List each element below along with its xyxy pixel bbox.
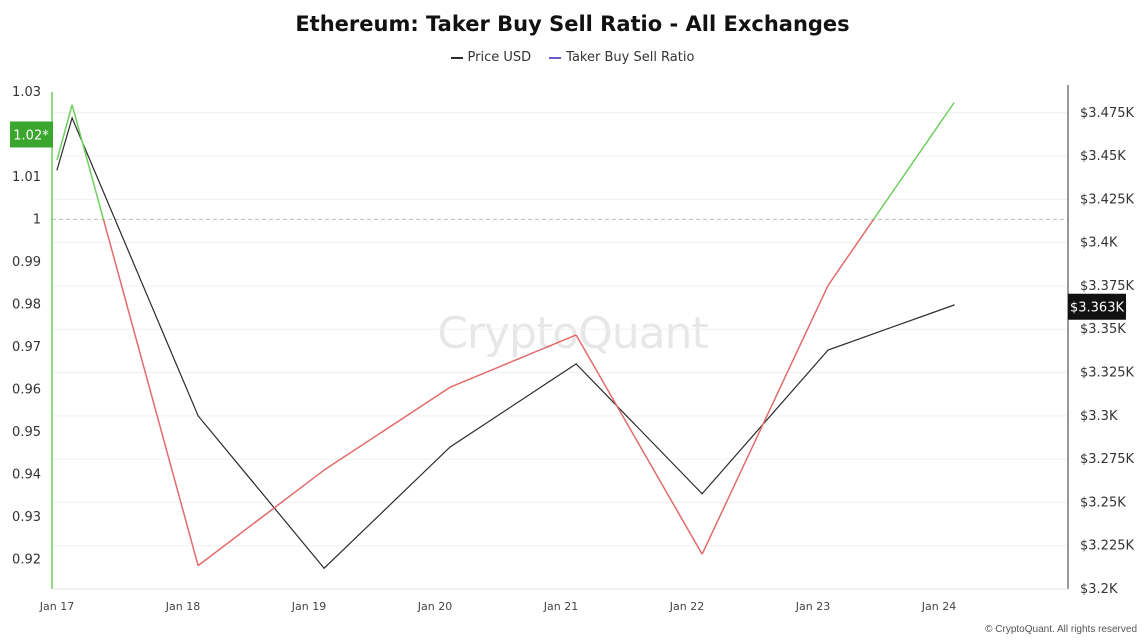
x-tick-label: Jan 21: [543, 600, 578, 613]
legend-swatch-ratio: [549, 56, 562, 59]
price-point: [56, 169, 58, 171]
price-point: [197, 415, 199, 417]
legend-item-ratio[interactable]: Taker Buy Sell Ratio: [549, 50, 694, 65]
ratio-segment: [71, 104, 105, 220]
y-right-tick-label: $3.3K: [1080, 409, 1118, 424]
ratio-current-marker: [10, 121, 53, 148]
price-point: [449, 446, 451, 448]
price-current-marker: [1068, 293, 1126, 320]
copyright-note: © CryptoQuant. All rights reserved: [985, 624, 1137, 635]
y-left-tick-label: 0.93: [12, 510, 41, 525]
ratio-segment: [56, 104, 73, 161]
price-current-value: $3.363K: [1070, 301, 1124, 316]
price-point: [953, 304, 955, 306]
y-right-tick-label: $3.325K: [1080, 366, 1134, 381]
y-left-tick-label: 0.92: [12, 552, 41, 567]
ratio-current-value: 1.02*: [13, 128, 49, 143]
y-left-tick-label: 0.96: [12, 382, 41, 397]
legend-item-price[interactable]: Price USD: [450, 50, 532, 65]
price-point: [827, 349, 829, 351]
ratio-segment: [827, 219, 875, 286]
y-left-tick-label: 1.01: [12, 170, 41, 185]
y-left-tick-label: 0.98: [12, 297, 41, 312]
price-point: [701, 493, 703, 495]
y-right-tick-label: $3.45K: [1080, 149, 1126, 164]
x-tick-label: Jan 22: [669, 600, 704, 613]
x-tick-label: Jan 18: [165, 600, 200, 613]
y-right-tick-label: $3.35K: [1080, 322, 1126, 337]
chart-legend: Price USD Taker Buy Sell Ratio: [0, 50, 1145, 65]
y-right-tick-label: $3.225K: [1080, 539, 1134, 554]
y-left-tick-label: 1: [33, 212, 41, 227]
ratio-segment: [102, 219, 199, 566]
price-line: [56, 116, 955, 570]
ratio-segment: [872, 102, 955, 220]
x-tick-label: Jan 17: [39, 600, 74, 613]
y-left-tick-label: 0.95: [12, 425, 41, 440]
y-right-tick-label: $3.4K: [1080, 236, 1118, 251]
watermark: CryptoQuant: [437, 308, 709, 359]
ratio-segment: [449, 334, 577, 388]
ratio-segment: [701, 284, 829, 555]
x-tick-label: Jan 19: [291, 600, 326, 613]
x-tick-label: Jan 20: [417, 600, 452, 613]
y-left-tick-label: 0.94: [12, 467, 41, 482]
legend-label-price: Price USD: [467, 50, 532, 65]
y-right-tick-label: $3.275K: [1080, 452, 1134, 467]
legend-label-ratio: Taker Buy Sell Ratio: [566, 50, 695, 65]
ratio-segment: [323, 386, 451, 471]
price-point: [323, 567, 325, 569]
y-right-tick-label: $3.475K: [1080, 106, 1134, 121]
x-tick-label: Jan 23: [795, 600, 830, 613]
chart-title: Ethereum: Taker Buy Sell Ratio - All Exc…: [295, 12, 850, 36]
legend-swatch-price: [450, 56, 463, 59]
y-right-tick-label: $3.25K: [1080, 495, 1126, 510]
ratio-segment: [575, 334, 703, 555]
y-left-tick-label: 0.97: [12, 340, 41, 355]
y-right-tick-label: $3.425K: [1080, 192, 1134, 207]
y-left-tick-label: 1.03: [12, 85, 41, 100]
ratio-segment: [197, 469, 325, 567]
price-point: [575, 363, 577, 365]
price-point: [71, 117, 73, 119]
y-left-tick-label: 0.99: [12, 255, 41, 270]
x-tick-label: Jan 24: [921, 600, 956, 613]
y-right-tick-label: $3.375K: [1080, 279, 1134, 294]
y-right-tick-label: $3.2K: [1080, 582, 1118, 597]
